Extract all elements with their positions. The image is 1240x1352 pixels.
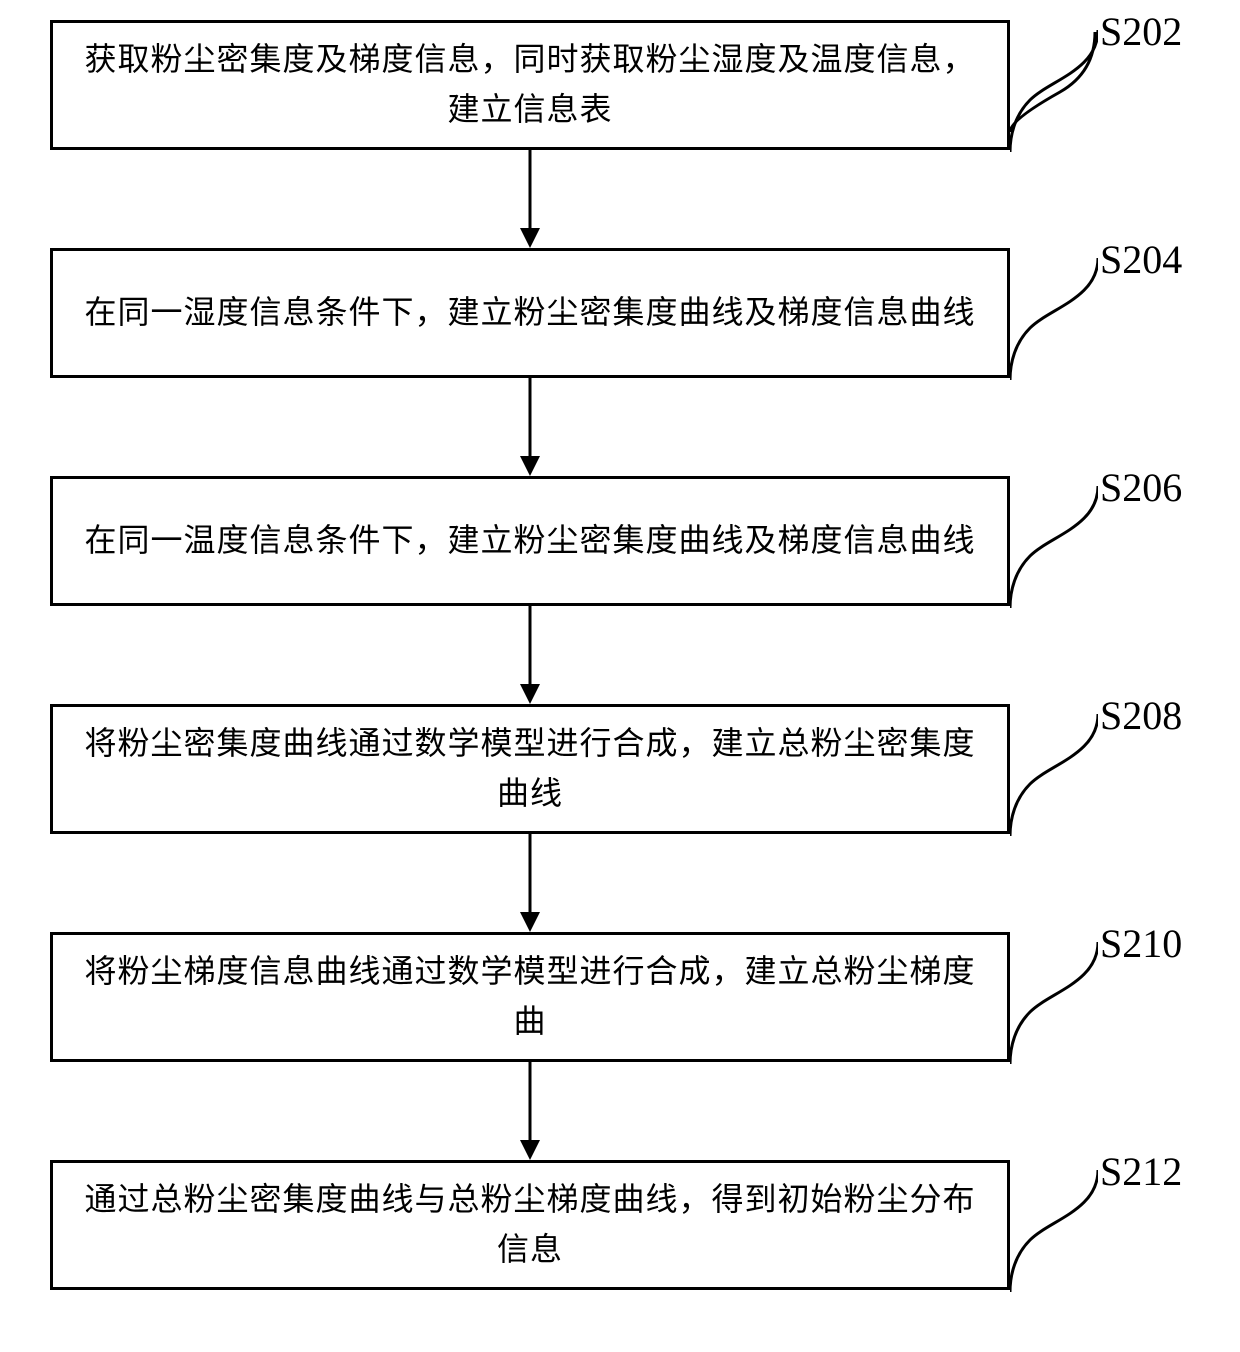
step-text: 通过总粉尘密集度曲线与总粉尘梯度曲线，得到初始粉尘分布信息 — [77, 1175, 983, 1274]
step-box-s208: 将粉尘密集度曲线通过数学模型进行合成，建立总粉尘密集度曲线 — [50, 704, 1010, 834]
step-label-s204: S204 — [1100, 240, 1182, 280]
step-box-s212: 通过总粉尘密集度曲线与总粉尘梯度曲线，得到初始粉尘分布信息 — [50, 1160, 1010, 1290]
step-label-s210: S210 — [1100, 924, 1182, 964]
callout-connector-icon — [1010, 486, 1098, 608]
arrow-down-icon — [510, 606, 550, 704]
step-box-s202: 获取粉尘密集度及梯度信息，同时获取粉尘湿度及温度信息，建立信息表 — [50, 20, 1010, 150]
step-box-s206: 在同一温度信息条件下，建立粉尘密集度曲线及梯度信息曲线 — [50, 476, 1010, 606]
callout-connector-icon — [1010, 714, 1098, 836]
callout-connector-icon — [1010, 258, 1098, 380]
callout-connector-icon — [1010, 942, 1098, 1064]
arrow-down-icon — [510, 834, 550, 932]
step-text: 在同一温度信息条件下，建立粉尘密集度曲线及梯度信息曲线 — [84, 516, 975, 566]
callout-connector-icon — [1010, 1170, 1098, 1292]
step-box-s204: 在同一湿度信息条件下，建立粉尘密集度曲线及梯度信息曲线 — [50, 248, 1010, 378]
step-label-s212: S212 — [1100, 1152, 1182, 1192]
callout-connector-icon — [1010, 32, 1100, 132]
step-text: 在同一湿度信息条件下，建立粉尘密集度曲线及梯度信息曲线 — [84, 288, 975, 338]
arrow-down-icon — [510, 1062, 550, 1160]
step-text: 将粉尘密集度曲线通过数学模型进行合成，建立总粉尘密集度曲线 — [77, 719, 983, 818]
step-box-s210: 将粉尘梯度信息曲线通过数学模型进行合成，建立总粉尘梯度曲 — [50, 932, 1010, 1062]
step-label-s208: S208 — [1100, 696, 1182, 736]
arrow-down-icon — [510, 378, 550, 476]
step-label-s206: S206 — [1100, 468, 1182, 508]
flowchart-canvas: 获取粉尘密集度及梯度信息，同时获取粉尘湿度及温度信息，建立信息表 S202 在同… — [0, 0, 1240, 1352]
step-text: 将粉尘梯度信息曲线通过数学模型进行合成，建立总粉尘梯度曲 — [77, 947, 983, 1046]
arrow-down-icon — [510, 150, 550, 248]
step-text: 获取粉尘密集度及梯度信息，同时获取粉尘湿度及温度信息，建立信息表 — [77, 35, 983, 134]
callout-connector-icon — [1010, 30, 1098, 152]
step-label-s202: S202 — [1100, 12, 1182, 52]
